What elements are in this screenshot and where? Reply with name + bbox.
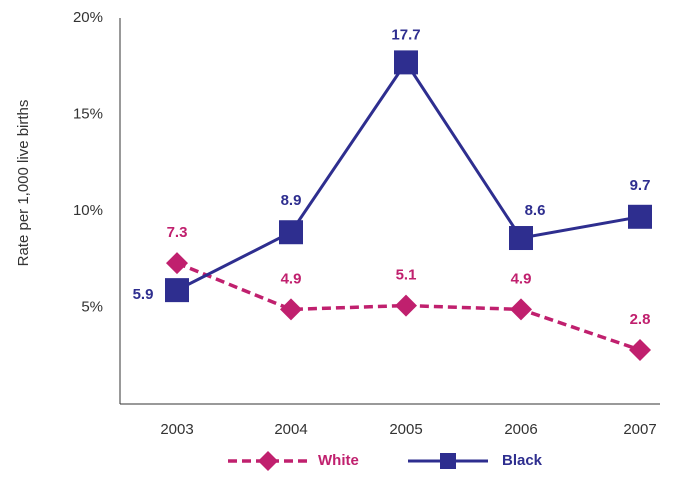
series-black: 5.9 8.9 17.7 8.6 9.7 bbox=[133, 26, 652, 303]
x-tick-label: 2003 bbox=[160, 421, 193, 438]
series-line-black bbox=[176, 59, 641, 292]
data-label-black: 8.9 bbox=[281, 192, 302, 209]
data-label-black: 9.7 bbox=[630, 177, 651, 194]
y-tick-labels: 5% 10% 15% 20% bbox=[73, 9, 103, 316]
legend-marker bbox=[440, 453, 456, 469]
series-white: 7.3 4.9 5.1 4.9 2.8 bbox=[166, 224, 651, 361]
legend: White Black bbox=[228, 451, 543, 471]
data-label-white: 2.8 bbox=[630, 311, 651, 328]
series-layer: 7.3 4.9 5.1 4.9 2.8 5.9 8.9 17.7 8.6 9.7 bbox=[133, 26, 652, 361]
data-label-black: 5.9 bbox=[133, 286, 154, 303]
x-tick-label: 2004 bbox=[274, 421, 307, 438]
x-tick-labels: 2003 2004 2005 2006 2007 bbox=[160, 421, 656, 438]
legend-label: Black bbox=[502, 452, 543, 469]
data-point-white bbox=[280, 298, 302, 321]
data-label-black: 8.6 bbox=[525, 202, 546, 219]
data-point-white bbox=[510, 298, 532, 321]
y-tick-label: 5% bbox=[81, 298, 103, 315]
data-point-black bbox=[394, 50, 418, 75]
data-label-white: 4.9 bbox=[281, 270, 302, 287]
data-point-black bbox=[279, 220, 303, 245]
x-tick-label: 2007 bbox=[623, 421, 656, 438]
legend-label: White bbox=[318, 452, 359, 469]
data-label-white: 7.3 bbox=[167, 224, 188, 241]
data-label-white: 4.9 bbox=[511, 270, 532, 287]
data-point-white bbox=[166, 252, 188, 275]
y-tick-label: 10% bbox=[73, 202, 103, 219]
legend-marker bbox=[258, 451, 278, 471]
data-point-white bbox=[629, 338, 651, 361]
data-label-white: 5.1 bbox=[396, 267, 417, 284]
legend-item-black: Black bbox=[408, 452, 543, 469]
data-point-black bbox=[509, 226, 533, 251]
y-tick-label: 15% bbox=[73, 105, 103, 122]
axes bbox=[119, 18, 660, 405]
y-tick-label: 20% bbox=[73, 9, 103, 26]
data-point-black bbox=[165, 278, 189, 303]
data-label-black: 17.7 bbox=[391, 26, 420, 43]
data-point-white bbox=[395, 294, 417, 317]
x-tick-label: 2005 bbox=[389, 421, 422, 438]
legend-item-white: White bbox=[228, 451, 359, 471]
data-point-black bbox=[628, 204, 652, 229]
x-tick-label: 2006 bbox=[504, 421, 537, 438]
y-axis-label: Rate per 1,000 live births bbox=[15, 100, 32, 267]
